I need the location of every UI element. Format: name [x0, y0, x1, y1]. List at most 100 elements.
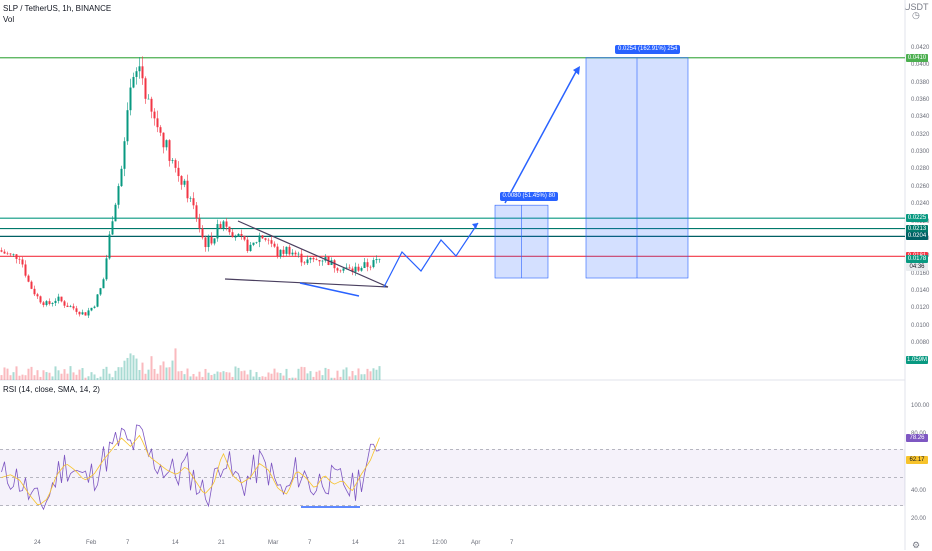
candle-body — [27, 275, 30, 282]
volume-bar — [21, 374, 24, 380]
volume-value-tag: 1.059M — [906, 356, 928, 364]
candle-body — [9, 253, 12, 255]
currency-badge[interactable]: USDT — [904, 2, 929, 12]
candle-body — [228, 226, 231, 233]
volume-bar — [219, 372, 222, 380]
volume-bar — [81, 368, 84, 380]
candle-body — [123, 141, 126, 169]
volume-bar — [3, 367, 6, 380]
volume-bar — [258, 376, 261, 380]
candle-body — [360, 268, 363, 271]
volume-bar — [96, 377, 99, 380]
volume-bar — [12, 372, 15, 380]
candle-body — [150, 98, 153, 112]
volume-bar — [45, 372, 48, 380]
rsi-ma-value-tag: 62.17 — [906, 456, 928, 465]
volume-bar — [285, 368, 288, 380]
candle-body — [36, 294, 39, 297]
candle-body — [189, 198, 192, 199]
volume-bar — [309, 371, 312, 380]
volume-bar — [207, 372, 210, 380]
candle-body — [207, 236, 210, 248]
volume-bar — [123, 360, 126, 380]
price-tick-label: 0.0320 — [911, 131, 930, 138]
volume-bar — [339, 376, 342, 380]
candle-body — [237, 233, 240, 237]
volume-bar — [198, 371, 201, 380]
candle-body — [222, 221, 225, 229]
trendline-upper — [237, 220, 389, 288]
candle-body — [102, 279, 105, 289]
volume-bar — [282, 375, 285, 380]
volume-bar — [345, 367, 348, 380]
volume-bar — [270, 373, 273, 380]
candle-body — [90, 307, 93, 311]
candle-body — [39, 296, 42, 303]
volume-label[interactable]: Vol — [3, 15, 15, 24]
candle-body — [3, 251, 6, 254]
volume-bar — [336, 370, 339, 380]
candle-body — [249, 244, 252, 252]
candle-body — [339, 270, 342, 272]
volume-bar — [378, 366, 381, 380]
candle-body — [57, 296, 60, 301]
candle-body — [297, 253, 300, 255]
volume-bar — [366, 368, 369, 380]
volume-bar — [357, 368, 360, 380]
candle-body — [21, 259, 24, 265]
candle-body — [246, 239, 249, 252]
volume-bar — [129, 353, 132, 380]
time-tick-label: 7 — [126, 540, 130, 546]
candle-body — [33, 288, 36, 295]
price-tick-label: 0.0260 — [911, 183, 930, 190]
candle-body — [132, 76, 135, 88]
price-tick-label: 0.0080 — [911, 339, 930, 346]
volume-bar — [213, 373, 216, 380]
volume-bar — [324, 367, 327, 380]
price-tick-label: 0.0360 — [911, 97, 930, 104]
candle-body — [168, 140, 171, 161]
candle-body — [279, 249, 282, 257]
volume-bar — [303, 367, 306, 380]
candle-body — [213, 238, 216, 244]
volume-bar — [234, 366, 237, 380]
candle-body — [357, 266, 360, 271]
candle-body — [120, 168, 123, 187]
candle-body — [225, 221, 228, 227]
candle-body — [351, 268, 354, 272]
candle-body — [198, 218, 201, 229]
volume-bar — [183, 374, 186, 380]
candle-body — [105, 258, 108, 280]
volume-bar — [93, 374, 96, 380]
time-tick-label: 7 — [510, 540, 514, 546]
candle-body — [147, 98, 150, 100]
volume-bar — [363, 374, 366, 380]
candle-body — [231, 232, 234, 238]
candle-body — [12, 254, 15, 255]
candle-body — [24, 264, 27, 276]
trendline-lower — [224, 278, 389, 288]
price-tick-label: 0.0100 — [911, 322, 930, 329]
horizontal-levels — [0, 57, 905, 257]
volume-bar — [105, 366, 108, 380]
volume-bar — [192, 373, 195, 380]
volume-bar — [111, 377, 114, 380]
rsi-label[interactable]: RSI (14, close, SMA, 14, 2) — [3, 385, 100, 394]
volume-bar — [162, 361, 165, 380]
candle-body — [270, 240, 273, 244]
volume-bar — [243, 370, 246, 380]
volume-bar — [186, 368, 189, 380]
clock-icon[interactable]: ◷ — [912, 10, 920, 20]
settings-icon[interactable]: ⚙ — [912, 540, 921, 550]
divergence-line-price — [299, 282, 360, 297]
candle-body — [192, 198, 195, 206]
candle-body — [336, 268, 339, 271]
candle-body — [51, 303, 54, 304]
candle-body — [363, 262, 366, 269]
volume-bar — [177, 371, 180, 380]
candle-body — [171, 160, 174, 161]
volume-bar — [39, 376, 42, 380]
symbol-line[interactable]: SLP / TetherUS, 1h, BINANCE — [3, 4, 112, 13]
volume-bar — [249, 369, 252, 380]
